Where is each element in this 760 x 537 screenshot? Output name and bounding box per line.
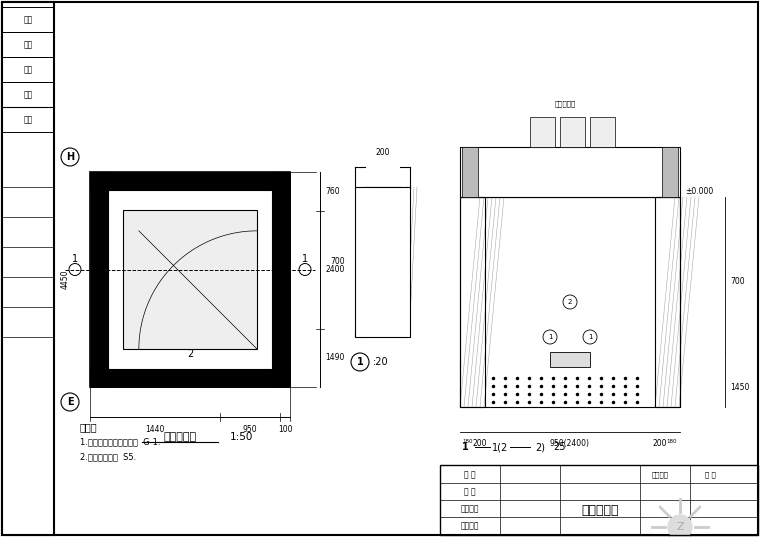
- Text: 700: 700: [331, 258, 345, 266]
- Bar: [2, 107, 54, 132]
- Text: 180: 180: [667, 439, 677, 444]
- Bar: [440, 465, 758, 535]
- Text: 200: 200: [653, 439, 667, 448]
- Text: 制 图: 制 图: [464, 488, 476, 497]
- Text: 集水井大样: 集水井大样: [581, 504, 619, 517]
- Text: 1: 1: [587, 334, 592, 340]
- Bar: [460, 197, 680, 407]
- Text: 版本: 版本: [24, 15, 33, 24]
- Text: 25: 25: [554, 442, 566, 452]
- Text: 1: 1: [356, 357, 363, 367]
- Text: 1: 1: [548, 334, 553, 340]
- Bar: [90, 369, 290, 387]
- Bar: [355, 187, 410, 337]
- Bar: [550, 352, 590, 367]
- Bar: [2, 2, 54, 535]
- Text: 设计: 设计: [24, 115, 33, 124]
- Text: 集水井平面: 集水井平面: [163, 432, 197, 442]
- Bar: [108, 190, 272, 369]
- Bar: [530, 117, 555, 147]
- Text: 1:50: 1:50: [230, 432, 253, 442]
- Bar: [460, 147, 680, 197]
- Bar: [460, 197, 485, 407]
- Text: 180: 180: [463, 439, 473, 444]
- Text: 950(2400): 950(2400): [550, 439, 590, 448]
- Text: Z: Z: [676, 522, 684, 532]
- Text: 200: 200: [375, 148, 390, 157]
- Bar: [272, 172, 290, 387]
- Text: E: E: [67, 397, 73, 407]
- Text: 1490: 1490: [325, 353, 344, 362]
- Bar: [655, 197, 680, 407]
- Bar: [2, 82, 54, 107]
- Text: 工程名称: 工程名称: [461, 504, 480, 513]
- Bar: [560, 117, 585, 147]
- Text: 1: 1: [302, 255, 308, 265]
- Text: 760: 760: [325, 187, 340, 196]
- Bar: [2, 32, 54, 57]
- Bar: [662, 147, 678, 197]
- Text: 批准: 批准: [24, 65, 33, 74]
- Bar: [2, 57, 54, 82]
- Text: 1: 1: [461, 442, 468, 452]
- Text: 图纸编号: 图纸编号: [651, 471, 669, 478]
- Text: 200: 200: [473, 439, 487, 448]
- Bar: [590, 117, 615, 147]
- Text: 审核: 审核: [24, 90, 33, 99]
- Bar: [90, 172, 108, 387]
- Text: 1(2: 1(2: [492, 442, 508, 452]
- Text: ±0.000: ±0.000: [685, 187, 713, 197]
- Text: 2: 2: [187, 349, 193, 359]
- Text: :20: :20: [373, 357, 388, 367]
- Text: 2400: 2400: [325, 265, 344, 274]
- Text: 100: 100: [277, 425, 293, 434]
- Text: 工种: 工种: [24, 40, 33, 49]
- Circle shape: [668, 515, 692, 537]
- Text: 700: 700: [730, 278, 745, 287]
- Text: 1: 1: [72, 255, 78, 265]
- Bar: [90, 172, 290, 387]
- Text: 某配件详图: 某配件详图: [554, 100, 575, 107]
- Text: H: H: [66, 152, 74, 162]
- Text: 设 计: 设 计: [464, 470, 476, 480]
- Text: 1440: 1440: [145, 425, 165, 434]
- Bar: [90, 172, 290, 190]
- Bar: [123, 210, 257, 349]
- Text: 备注：: 备注：: [80, 422, 97, 432]
- Text: 其他备注: 其他备注: [461, 521, 480, 531]
- Text: 1450: 1450: [730, 382, 749, 391]
- Text: 2: 2: [568, 299, 572, 305]
- Text: 2): 2): [535, 442, 545, 452]
- Bar: [462, 147, 478, 197]
- Bar: [2, 7, 54, 32]
- Text: 1.混凝土配合比详见图示  G-1.: 1.混凝土配合比详见图示 G-1.: [80, 438, 160, 446]
- Text: 950: 950: [242, 425, 258, 434]
- Text: 4450: 4450: [61, 270, 70, 289]
- Text: ±0.000: ±0.000: [113, 331, 139, 337]
- Text: 2.配筋详见图示  S5.: 2.配筋详见图示 S5.: [80, 453, 136, 461]
- Text: 图 号: 图 号: [705, 471, 715, 478]
